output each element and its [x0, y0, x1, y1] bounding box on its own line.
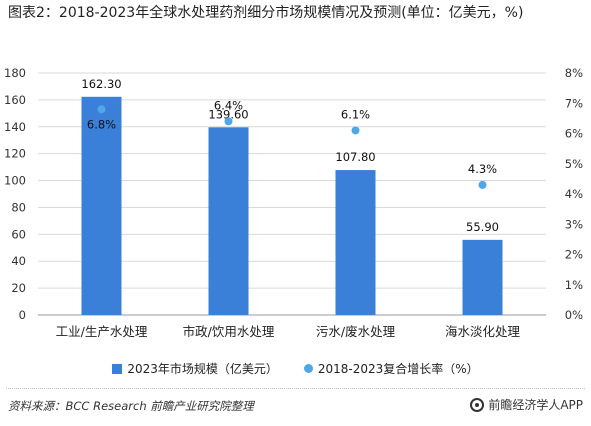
left-tick-label: 100: [4, 174, 26, 188]
bar-value-label: 139.60: [208, 107, 248, 121]
right-tick-label: 5%: [565, 157, 583, 171]
brand: 前瞻经济学人APP: [470, 396, 583, 413]
left-tick-label: 0: [19, 308, 26, 322]
legend-dot-swatch: [303, 364, 313, 373]
category-label: 工业/生产水处理: [56, 324, 148, 339]
left-tick-label: 40: [11, 254, 26, 268]
right-tick-label: 0%: [565, 308, 583, 322]
brand-logo-icon: [470, 397, 485, 412]
brand-name: 前瞻经济学人APP: [488, 398, 583, 412]
left-tick-label: 60: [11, 227, 26, 241]
rate-point: [351, 126, 360, 135]
bar: [462, 239, 503, 315]
legend-label-market-size: 2023年市场规模（亿美元）: [127, 362, 278, 376]
rate-point: [224, 117, 233, 126]
legend-item-market-size: 2023年市场规模（亿美元）: [112, 360, 278, 377]
left-tick-label: 120: [4, 147, 26, 161]
rate-value-label: 6.1%: [341, 107, 370, 121]
chart-area: 0 20 40 60 80 100 120 140 160 180 0% 1% 2% 3% 4% 5% 6% 7…: [4, 66, 583, 339]
gridlines: [38, 72, 546, 316]
left-axis: 0 20 40 60 80 100 120 140 160 180: [4, 66, 26, 322]
legend-label-growth-rate: 2018-2023复合增长率（%）: [317, 362, 479, 376]
right-tick-label: 8%: [565, 66, 583, 80]
rate-value-label: 6.8%: [87, 117, 116, 131]
left-tick-label: 80: [11, 200, 26, 214]
right-tick-label: 3%: [565, 217, 583, 231]
category-label: 市政/饮用水处理: [183, 324, 275, 339]
right-axis: 0% 1% 2% 3% 4% 5% 6% 7% 8%: [565, 66, 583, 322]
left-tick-label: 180: [4, 66, 26, 80]
right-tick-label: 2%: [565, 248, 583, 262]
bar-value-label: 162.30: [81, 77, 121, 91]
right-tick-label: 1%: [565, 278, 583, 292]
category-label: 污水/废水处理: [316, 324, 396, 339]
bar-value-label: 55.90: [466, 220, 499, 234]
bar: [335, 170, 376, 315]
right-tick-label: 4%: [565, 187, 583, 201]
left-tick-label: 160: [4, 93, 26, 107]
legend-item-growth-rate: 2018-2023复合增长率（%）: [303, 360, 479, 377]
legend: 2023年市场规模（亿美元） 2018-2023复合增长率（%）: [0, 360, 591, 377]
rate-series: 6.8% 6.4% 6.1% 4.3%: [87, 98, 497, 189]
right-tick-label: 7%: [565, 96, 583, 110]
rate-point: [97, 105, 106, 114]
category-label: 海水淡化处理: [445, 324, 521, 339]
bar: [208, 127, 249, 315]
rate-value-label: 6.4%: [214, 98, 243, 112]
chart-title: 图表2：2018-2023年全球水处理药剂细分市场规模情况及预测(单位：亿美元，…: [8, 5, 524, 21]
left-tick-label: 140: [4, 120, 26, 134]
right-tick-label: 6%: [565, 127, 583, 141]
source-note: 资料来源：BCC Research 前瞻产业研究院整理: [8, 399, 254, 413]
category-axis: 工业/生产水处理 市政/饮用水处理 污水/废水处理 海水淡化处理: [56, 324, 521, 339]
footer-divider: [6, 388, 585, 389]
rate-point: [478, 180, 487, 189]
legend-bar-swatch: [112, 363, 123, 374]
bar: [81, 96, 122, 316]
left-tick-label: 20: [11, 281, 26, 295]
bar-series: 162.30 139.60 107.80 55.90: [81, 77, 503, 316]
bar-value-label: 107.80: [335, 150, 375, 164]
rate-value-label: 4.3%: [468, 162, 497, 176]
